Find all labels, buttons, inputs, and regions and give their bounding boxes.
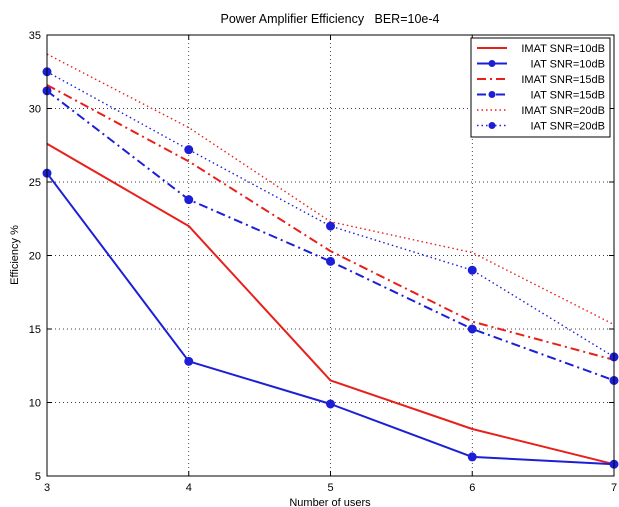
y-tick-label: 5: [35, 471, 41, 483]
legend-box: [470, 37, 611, 138]
data-point: [467, 265, 477, 275]
legend-label: IMAT SNR=10dB: [521, 43, 605, 55]
legend-marker: [488, 122, 496, 129]
legend-label: IAT SNR=10dB: [531, 59, 606, 71]
y-tick-label: 35: [29, 30, 41, 42]
x-axis-label: Number of users: [289, 497, 371, 507]
legend-label: IMAT SNR=20dB: [521, 105, 605, 117]
legend-marker: [488, 91, 496, 98]
x-tick-label: 3: [44, 482, 50, 494]
legend-label: IAT SNR=15dB: [531, 90, 606, 102]
data-point: [184, 195, 194, 205]
y-tick-label: 20: [29, 251, 41, 263]
x-tick-label: 5: [327, 482, 333, 494]
y-tick-label: 15: [29, 324, 41, 336]
chart-title: Power Amplifier Efficiency BER=10e-4: [221, 12, 440, 26]
series-line-3: [46, 90, 615, 382]
legend: IMAT SNR=10dB IAT SNR=10dB IMAT SNR=15dB IA…: [470, 37, 611, 138]
data-point: [467, 452, 477, 462]
data-point: [184, 356, 194, 366]
y-tick-label: 25: [29, 177, 41, 189]
y-tick-label: 30: [29, 104, 41, 116]
y-axis-label: Efficiency %: [9, 225, 21, 285]
data-point: [326, 221, 335, 231]
series-line-0: [46, 142, 615, 466]
ticks: 3 4 5 6 7 5 10 15 20 25 30 35: [29, 30, 617, 494]
series-line-2: [46, 84, 615, 361]
data-point: [467, 324, 477, 334]
data-point: [184, 145, 194, 155]
series-layer: [42, 53, 619, 469]
legend-label: IAT SNR=20dB: [531, 121, 606, 133]
x-tick-label: 6: [469, 482, 475, 494]
x-tick-label: 7: [611, 482, 617, 494]
series-line-5: [46, 71, 615, 358]
y-tick-label: 10: [29, 398, 41, 410]
legend-marker: [488, 60, 496, 67]
data-point: [326, 399, 335, 409]
x-tick-label: 4: [186, 482, 192, 494]
data-point: [326, 256, 335, 266]
legend-label: IMAT SNR=15dB: [521, 74, 605, 86]
